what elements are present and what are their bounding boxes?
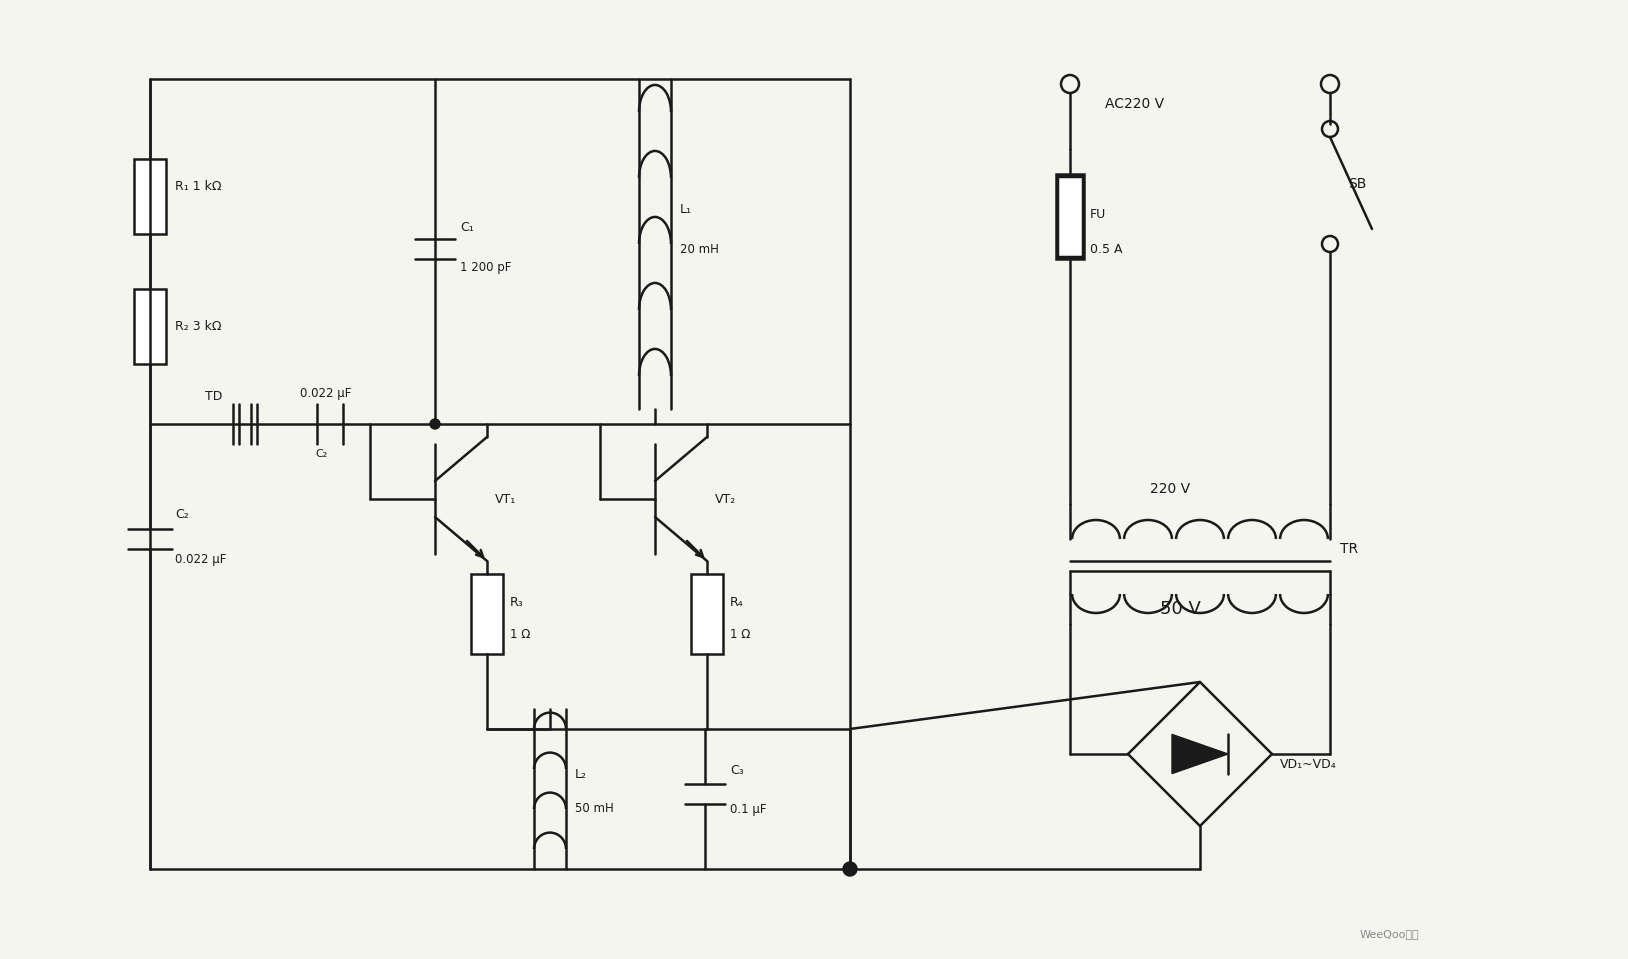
Text: R₂ 3 kΩ: R₂ 3 kΩ [174,320,221,333]
Text: TD: TD [205,390,223,404]
Text: FU: FU [1091,207,1107,221]
Text: 20 mH: 20 mH [681,243,720,255]
Text: 0.022 μF: 0.022 μF [300,387,352,401]
Text: R₁ 1 kΩ: R₁ 1 kΩ [174,180,221,193]
Text: VT₁: VT₁ [495,493,516,505]
Circle shape [843,862,856,876]
Circle shape [430,419,440,429]
Text: 0.1 μF: 0.1 μF [729,803,767,815]
Bar [690,574,723,654]
Text: 1 200 pF: 1 200 pF [461,261,511,273]
Text: 0.5 A: 0.5 A [1091,243,1122,255]
Bar [133,289,166,364]
Text: C₁: C₁ [461,221,474,233]
Text: R₃: R₃ [510,596,524,609]
Text: L₂: L₂ [575,767,588,781]
Text: R₄: R₄ [729,596,744,609]
Text: 50 mH: 50 mH [575,803,614,815]
Text: WeeQoo推库: WeeQoo推库 [1359,929,1420,939]
Bar [1060,179,1079,254]
Text: 1 Ω: 1 Ω [510,627,531,641]
Text: SB: SB [1348,177,1366,191]
Text: 220 V: 220 V [1149,482,1190,496]
Text: C₂: C₂ [174,507,189,521]
Bar [470,574,503,654]
Text: AC220 V: AC220 V [1105,97,1164,111]
Polygon shape [1172,735,1228,774]
Text: 0.022 μF: 0.022 μF [174,552,226,566]
Text: VD₁~VD₄: VD₁~VD₄ [1280,758,1337,770]
Bar [1057,174,1084,259]
Text: VT₂: VT₂ [715,493,736,505]
Text: 50 V: 50 V [1161,600,1201,618]
Bar [133,159,166,234]
Text: TR: TR [1340,542,1358,556]
Text: C₃: C₃ [729,764,744,778]
Text: 1 Ω: 1 Ω [729,627,751,641]
Text: C₂: C₂ [314,449,327,459]
Text: L₁: L₁ [681,202,692,216]
